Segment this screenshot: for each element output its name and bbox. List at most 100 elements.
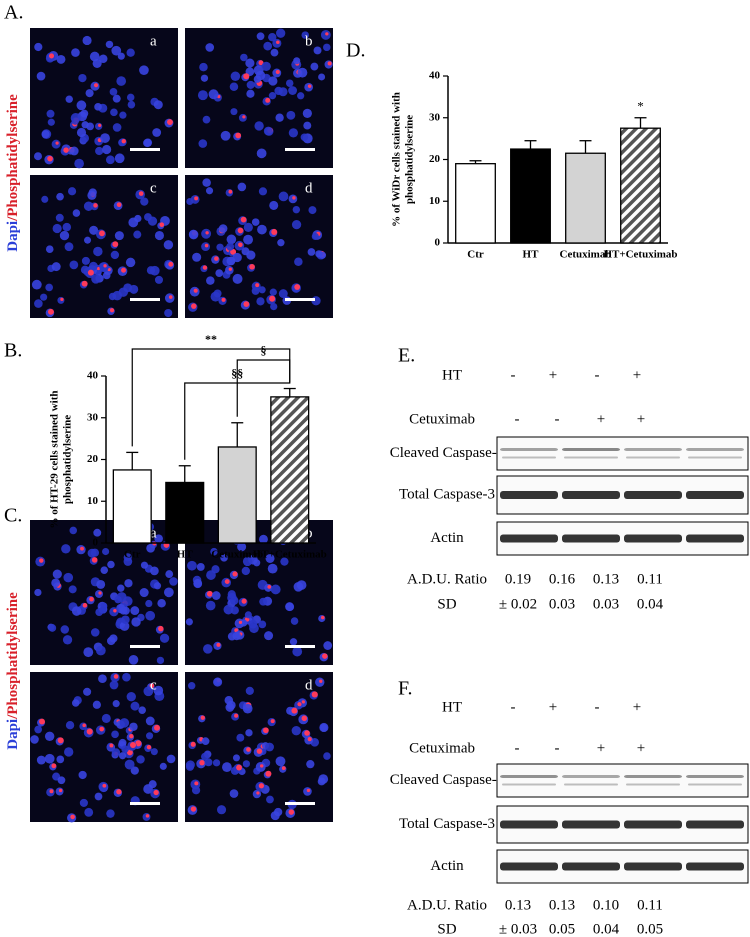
cell xyxy=(51,262,61,272)
cell xyxy=(117,584,125,592)
cell xyxy=(81,121,89,129)
cell xyxy=(245,729,253,737)
scale-bar xyxy=(130,148,160,151)
cell xyxy=(45,283,53,292)
ratio-value: 0.11 xyxy=(637,897,663,913)
cell xyxy=(243,222,253,232)
ps-signal xyxy=(138,191,144,196)
cell xyxy=(128,654,139,665)
condition-sign: + xyxy=(597,740,605,756)
ps-signal xyxy=(304,730,310,736)
cell xyxy=(44,731,55,742)
cell xyxy=(122,606,130,615)
cell xyxy=(117,52,125,60)
cell xyxy=(72,209,81,217)
cell xyxy=(232,273,243,284)
ps-signal xyxy=(258,783,265,789)
y-axis-label: phosphatidylserine xyxy=(404,115,416,204)
cell xyxy=(301,31,309,39)
cell xyxy=(261,61,271,71)
cell xyxy=(278,191,289,202)
cell xyxy=(84,236,92,244)
ps-signal xyxy=(288,809,295,815)
cell xyxy=(269,288,277,296)
cell xyxy=(255,70,266,81)
band xyxy=(686,448,744,451)
cell xyxy=(51,578,61,588)
cell xyxy=(101,713,111,723)
band xyxy=(562,491,620,499)
cell xyxy=(69,146,79,156)
significance-label: §§ xyxy=(231,366,243,380)
ps-signal xyxy=(145,814,150,818)
ps-signal xyxy=(311,691,318,698)
cell xyxy=(61,544,71,554)
cell xyxy=(256,297,265,306)
condition-sign: + xyxy=(597,411,605,427)
ps-signal xyxy=(113,674,119,679)
micrograph xyxy=(185,28,333,168)
ratio-value: 0.16 xyxy=(549,571,576,587)
ps-signal xyxy=(267,584,272,589)
ps-signal xyxy=(82,603,88,608)
scale-bar xyxy=(285,802,315,805)
cell xyxy=(276,28,286,38)
ratio-label: A.D.U. Ratio xyxy=(407,571,487,587)
panel-label: E. xyxy=(398,345,415,367)
ps-signal xyxy=(249,263,255,270)
cell xyxy=(211,591,221,600)
cell xyxy=(223,604,234,615)
bar xyxy=(455,163,496,244)
cell xyxy=(308,206,317,215)
ps-signal xyxy=(49,789,54,794)
cell xyxy=(94,792,103,801)
y-tick-label: 30 xyxy=(429,111,441,123)
cell xyxy=(140,197,149,206)
cell xyxy=(240,53,248,62)
ps-signal xyxy=(109,743,114,748)
cell xyxy=(136,755,145,764)
scale-bar xyxy=(130,802,160,805)
ps-signal xyxy=(80,546,84,551)
ps-signal xyxy=(319,679,323,683)
ps-signal xyxy=(121,138,126,144)
cell xyxy=(110,250,120,260)
cell xyxy=(46,109,55,118)
ps-signal xyxy=(242,115,246,119)
cell xyxy=(91,274,101,284)
cell xyxy=(111,748,121,757)
scale-bar xyxy=(285,148,315,151)
bar xyxy=(217,446,257,544)
ps-signal xyxy=(93,83,99,88)
ps-signal xyxy=(98,591,102,595)
cell xyxy=(105,40,114,49)
cell xyxy=(71,699,80,707)
cell xyxy=(297,67,308,78)
scale-bar xyxy=(130,645,160,648)
cell xyxy=(140,561,149,569)
ps-signal xyxy=(89,596,94,602)
ps-signal xyxy=(194,781,199,786)
cell xyxy=(192,252,202,262)
band xyxy=(502,783,556,786)
cell xyxy=(52,569,62,579)
panel-label: F. xyxy=(398,678,413,700)
ps-signal xyxy=(291,707,298,714)
ps-signal xyxy=(47,155,53,162)
cell xyxy=(48,624,57,632)
cell xyxy=(153,685,164,696)
y-tick-label: 20 xyxy=(429,153,441,165)
cell xyxy=(139,65,149,76)
ps-signal xyxy=(194,196,199,201)
x-tick-label: Cetuximab xyxy=(560,249,612,261)
sd-value: ± 0.02 xyxy=(499,596,537,612)
ps-signal xyxy=(228,267,232,271)
cell xyxy=(230,108,238,116)
cell xyxy=(237,182,247,192)
ps-signal xyxy=(246,747,251,752)
cell xyxy=(102,144,112,155)
cell xyxy=(253,559,261,567)
cell xyxy=(154,534,163,543)
cell xyxy=(275,113,284,122)
